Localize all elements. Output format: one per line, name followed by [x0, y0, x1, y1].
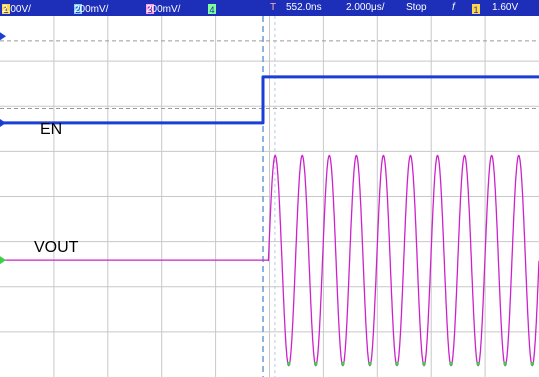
ground-marker-icon: [0, 256, 6, 265]
channel-ground-markers: [0, 32, 6, 265]
trigger-slope-icon: f: [452, 2, 455, 13]
vout-minimum-point: [422, 361, 426, 366]
status-bar: 1 2.00V/ 2 200mV/ 3 200mV/ 4 T 552.0ns 2.00…: [0, 0, 539, 16]
vout-label: VOUT: [34, 239, 79, 256]
channel-2-scale: 200mV/: [74, 4, 109, 15]
vout-minimum-point: [530, 361, 535, 366]
ground-marker-icon: [0, 32, 6, 41]
channel-3-badge: 3: [146, 4, 154, 15]
time-position[interactable]: 552.0ns: [286, 2, 322, 13]
scope-grid: [0, 16, 539, 377]
vout-minimum-point: [449, 361, 453, 366]
vout-minimum-point: [341, 361, 345, 366]
vout-minimum-point: [368, 361, 372, 366]
vout-minimum-point: [503, 361, 507, 366]
channel-2-badge: 2: [74, 4, 82, 15]
scope-display: EN VOUT: [0, 16, 539, 377]
ground-marker-icon: [0, 118, 6, 127]
trigger-level[interactable]: 1.60V: [492, 2, 519, 13]
trace-layer: [0, 75, 539, 367]
en-label: EN: [40, 121, 62, 138]
channel-1-badge: 1: [2, 4, 10, 15]
run-state[interactable]: Stop: [406, 2, 427, 13]
time-scale[interactable]: 2.000μs/: [346, 2, 385, 13]
vout-minimum-point: [476, 361, 480, 366]
vout-minimum-point: [395, 361, 399, 366]
channel-4-badge: 4: [208, 4, 216, 15]
channel-3-scale: 200mV/: [146, 4, 181, 15]
vout-minimum-point: [313, 361, 318, 366]
vout-minimum-point: [286, 361, 291, 366]
trigger-channel-badge: 1: [472, 4, 480, 15]
channel-1-scale: 2.00V/: [2, 4, 31, 15]
trace-en: [0, 75, 539, 125]
trigger-marker-icon: T: [270, 2, 277, 13]
trace-vout: [0, 154, 539, 367]
